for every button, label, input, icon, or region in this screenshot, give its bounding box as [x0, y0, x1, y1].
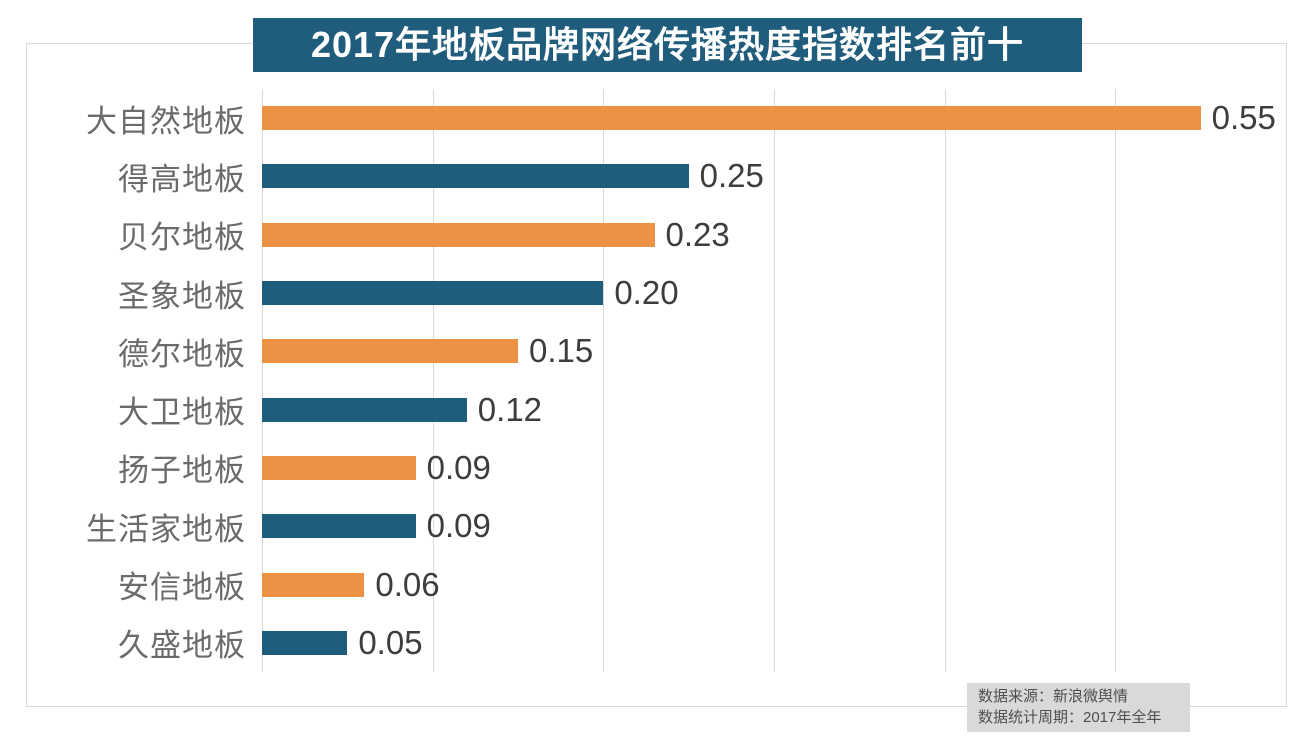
bar-row: 0.25 [262, 147, 1286, 205]
category-label: 久盛地板 [118, 628, 246, 664]
gridline [1115, 89, 1117, 672]
bar-row: 0.09 [262, 497, 1286, 555]
bar [262, 281, 604, 306]
plot-area: 0.55 0.25 0.23 0.20 0.15 0.12 [262, 89, 1286, 672]
bar [262, 106, 1201, 131]
source-note-line2: 数据统计周期：2017年全年 [978, 709, 1162, 726]
chart-frame [26, 43, 1287, 707]
bar-value-label: 0.25 [699, 157, 764, 195]
chart-title: 2017年地板品牌网络传播热度指数排名前十 [253, 18, 1082, 72]
category-label: 生活家地板 [86, 511, 246, 547]
bar-row: 0.23 [262, 206, 1286, 264]
bar-row: 0.05 [262, 614, 1286, 672]
bar-row: 0.06 [262, 555, 1286, 613]
category-label: 贝尔地板 [118, 220, 246, 256]
bar-value-label: 0.09 [426, 448, 491, 486]
gridline [944, 89, 946, 672]
bar [262, 455, 416, 480]
bar-row: 0.20 [262, 264, 1286, 322]
gridline [774, 89, 775, 672]
category-label: 大自然地板 [86, 103, 246, 139]
bar [262, 514, 416, 539]
bar [262, 397, 467, 422]
bar-value-label: 0.20 [614, 274, 679, 312]
category-label: 大卫地板 [118, 395, 246, 431]
bar [262, 222, 655, 247]
bar-row: 0.09 [262, 439, 1286, 497]
bar [262, 164, 689, 189]
category-label: 圣象地板 [118, 278, 246, 314]
bar-value-label: 0.23 [665, 215, 730, 253]
category-label: 德尔地板 [118, 336, 246, 372]
category-label: 扬子地板 [118, 453, 246, 489]
bar-value-label: 0.12 [477, 390, 543, 428]
bar [262, 339, 518, 364]
bar-row: 0.12 [262, 380, 1286, 438]
bar-value-label: 0.05 [358, 623, 423, 661]
category-axis: 大自然地板 得高地板 贝尔地板 圣象地板 德尔地板 大卫地板 扬子地板 生活家地… [26, 89, 246, 672]
bar-value-label: 0.55 [1211, 99, 1276, 137]
bar-row: 0.15 [262, 322, 1286, 380]
source-note: 数据来源：新浪微舆情 数据统计周期：2017年全年 [967, 683, 1190, 732]
gridline [603, 89, 605, 672]
category-label: 安信地板 [118, 570, 246, 606]
bar-value-label: 0.06 [375, 565, 440, 603]
bar-rows: 0.55 0.25 0.23 0.20 0.15 0.12 [262, 89, 1286, 672]
bar [262, 572, 365, 597]
bar-value-label: 0.09 [426, 507, 491, 545]
source-note-line1: 数据来源：新浪微舆情 [978, 688, 1129, 705]
gridline [262, 89, 263, 672]
bar-row: 0.55 [262, 89, 1286, 147]
category-label: 得高地板 [118, 161, 246, 197]
bar [262, 630, 348, 655]
bar-value-label: 0.15 [529, 332, 594, 370]
gridline [432, 89, 434, 672]
